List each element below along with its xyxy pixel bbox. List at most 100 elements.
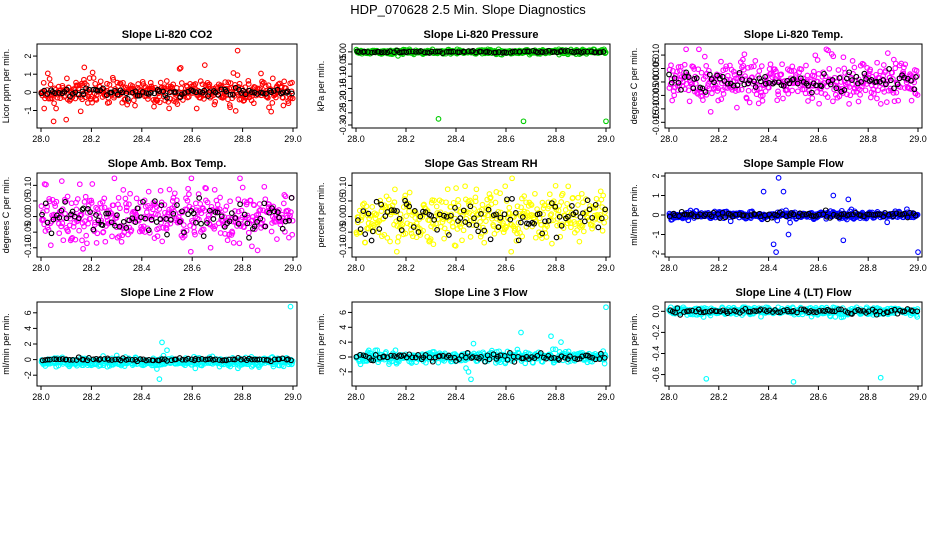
- data-point: [551, 48, 558, 55]
- data-point: [100, 229, 107, 235]
- outlier-point: [780, 188, 787, 195]
- data-point: [258, 70, 264, 77]
- data-point: [178, 91, 185, 98]
- data-point: [703, 91, 710, 98]
- data-point: [177, 64, 184, 71]
- data-point: [151, 103, 157, 110]
- data-point: [723, 63, 730, 70]
- data-point: [811, 73, 818, 80]
- x-tick-label: 29.0: [909, 392, 927, 402]
- data-point: [59, 220, 66, 227]
- data-point: [840, 54, 847, 61]
- data-point: [779, 61, 785, 68]
- x-tick-label: 28.2: [710, 392, 728, 402]
- data-point: [44, 203, 50, 210]
- data-point: [546, 47, 552, 54]
- data-point: [600, 192, 607, 199]
- x-tick-label: 28.2: [83, 392, 101, 402]
- outlier-point: [760, 188, 767, 195]
- x-tick-label: 29.0: [597, 392, 615, 402]
- x-tick-label: 28.6: [497, 263, 515, 273]
- data-point: [675, 87, 681, 93]
- data-point: [76, 227, 82, 234]
- data-point: [686, 98, 693, 105]
- data-point: [94, 87, 101, 94]
- data-point: [434, 48, 441, 55]
- data-point: [227, 91, 234, 98]
- data-point: [867, 66, 874, 73]
- data-point: [101, 204, 108, 211]
- data-point: [266, 104, 272, 111]
- data-point: [44, 91, 51, 97]
- data-point: [748, 64, 755, 70]
- scatter-points: [353, 175, 609, 255]
- data-point: [234, 72, 241, 78]
- data-point: [430, 241, 437, 248]
- data-point: [46, 76, 53, 82]
- data-point: [375, 48, 382, 55]
- data-point: [509, 48, 516, 55]
- data-point: [225, 79, 232, 86]
- data-point: [875, 87, 881, 94]
- outlier-point: [176, 65, 183, 72]
- data-point: [47, 81, 54, 88]
- outlier-point: [775, 175, 782, 181]
- plot-frame: [351, 43, 611, 129]
- x-tick-label: 28.6: [183, 392, 201, 402]
- y-tick-label: 0: [23, 90, 33, 95]
- y-tick-label: -0.15: [338, 78, 348, 99]
- data-point: [87, 215, 94, 222]
- data-point: [675, 79, 682, 86]
- data-point: [178, 80, 185, 86]
- data-point: [75, 85, 82, 92]
- data-point: [210, 88, 217, 94]
- data-point: [139, 89, 146, 95]
- data-point: [226, 102, 233, 108]
- y-tick-label: 2: [23, 54, 33, 59]
- data-point: [76, 181, 83, 188]
- data-point: [841, 87, 848, 93]
- data-point: [126, 201, 132, 208]
- data-point: [192, 365, 199, 372]
- data-point: [775, 91, 782, 98]
- data-point: [85, 203, 92, 209]
- x-tick-label: 28.0: [347, 134, 365, 144]
- data-point: [734, 104, 740, 111]
- data-point: [125, 98, 132, 105]
- figure-title: HDP_070628 2.5 Min. Slope Diagnostics: [350, 2, 586, 17]
- data-point: [914, 92, 921, 98]
- data-point: [805, 98, 811, 104]
- x-tick-label: 28.2: [83, 263, 101, 273]
- data-point: [88, 197, 95, 204]
- data-point: [100, 85, 106, 92]
- data-point: [192, 81, 199, 87]
- data-point: [193, 105, 200, 112]
- data-point: [235, 196, 242, 203]
- data-point: [745, 87, 752, 94]
- data-point: [751, 78, 757, 85]
- data-point: [847, 92, 854, 99]
- plot-frame: [36, 301, 298, 387]
- outlier-point: [287, 303, 294, 310]
- data-point: [539, 49, 546, 55]
- data-point: [835, 67, 842, 73]
- data-point: [83, 82, 90, 88]
- plot-frame: [351, 301, 611, 387]
- data-point: [767, 61, 774, 68]
- data-point: [685, 87, 692, 94]
- data-point: [829, 77, 836, 83]
- data-point: [877, 101, 884, 107]
- data-point: [56, 90, 62, 96]
- data-point: [387, 238, 393, 245]
- data-point: [279, 89, 286, 96]
- x-tick-label: 28.0: [32, 134, 50, 144]
- data-point: [891, 98, 898, 105]
- data-point: [492, 49, 499, 56]
- x-tick-label: 28.4: [447, 392, 465, 402]
- data-point: [803, 62, 809, 69]
- outlier-point: [234, 47, 241, 54]
- data-point: [804, 72, 811, 79]
- scatter-points: [38, 175, 296, 255]
- data-point: [695, 66, 702, 73]
- data-point: [908, 77, 914, 84]
